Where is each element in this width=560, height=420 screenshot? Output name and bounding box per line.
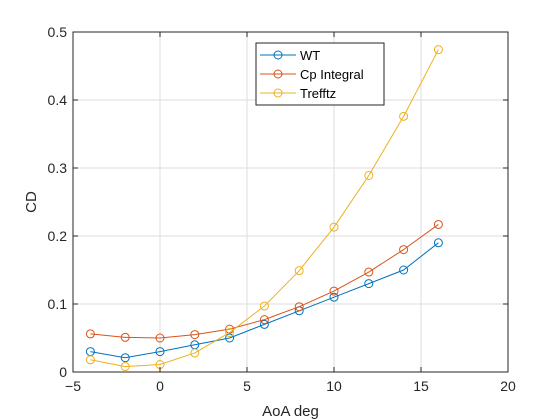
series-trefftz — [85, 45, 443, 372]
legend-item: Trefftz — [260, 86, 336, 101]
x-tick-label: 15 — [413, 378, 429, 394]
data-point — [225, 328, 235, 338]
data-point — [259, 319, 269, 329]
legend-marker — [273, 50, 283, 60]
data-point — [120, 353, 130, 363]
data-point — [259, 315, 269, 325]
data-point — [329, 222, 339, 232]
legend-item: WT — [260, 48, 320, 63]
x-tick-label: 10 — [326, 378, 342, 394]
series-wt — [85, 238, 443, 363]
legend-label: WT — [300, 48, 320, 63]
series-cp-integral — [85, 219, 443, 343]
data-point — [294, 266, 304, 276]
legend-marker — [273, 69, 283, 79]
x-tick-label: 5 — [243, 378, 251, 394]
y-tick-label: 0.5 — [48, 24, 68, 40]
data-point — [120, 332, 130, 342]
data-point — [85, 329, 95, 339]
legend-label: Trefftz — [300, 86, 336, 101]
series-line — [90, 224, 439, 339]
series-layer — [85, 45, 443, 372]
data-point — [294, 302, 304, 312]
data-point — [155, 333, 165, 343]
data-point — [364, 279, 374, 289]
data-point — [433, 45, 443, 55]
legend-marker — [273, 88, 283, 98]
data-point — [225, 333, 235, 343]
data-point — [155, 347, 165, 357]
data-point — [433, 238, 443, 248]
data-point — [399, 245, 409, 255]
data-point — [399, 111, 409, 121]
data-point — [364, 170, 374, 180]
x-axis-label: AoA deg — [262, 403, 319, 420]
legend: WT Cp Integral Trefftz — [255, 42, 385, 106]
y-tick-label: 0.3 — [48, 160, 68, 176]
data-point — [190, 330, 200, 340]
legend-label: Cp Integral — [300, 67, 364, 82]
data-point — [399, 265, 409, 275]
data-point — [120, 362, 130, 372]
series-line — [90, 242, 439, 359]
x-tick-label: 20 — [500, 378, 516, 394]
data-point — [190, 348, 200, 358]
data-point — [259, 301, 269, 311]
data-point — [85, 355, 95, 365]
y-axis-label: CD — [23, 191, 40, 213]
y-tick-label: 0 — [59, 364, 67, 380]
data-point — [433, 219, 443, 229]
series-line — [90, 49, 439, 368]
x-tick-label: 0 — [156, 378, 164, 394]
y-tick-label: 0.4 — [48, 92, 68, 108]
data-point — [329, 292, 339, 302]
data-point — [329, 286, 339, 296]
plot-frame — [72, 31, 509, 373]
y-tick-label: 0.2 — [48, 228, 68, 244]
x-tick-label: −5 — [65, 378, 81, 394]
data-point — [364, 267, 374, 277]
y-tick-label: 0.1 — [48, 296, 68, 312]
legend-item: Cp Integral — [260, 67, 364, 82]
